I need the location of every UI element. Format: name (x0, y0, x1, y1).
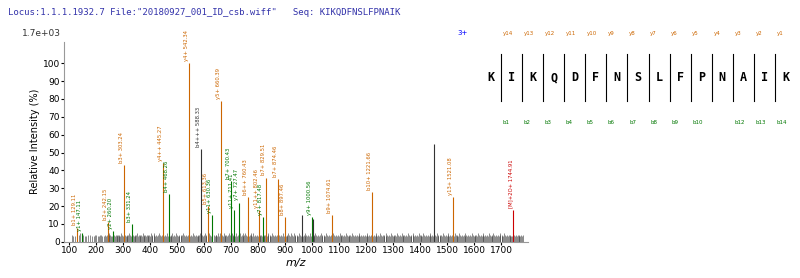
Text: b5: b5 (587, 120, 594, 125)
Text: b2: b2 (524, 120, 530, 125)
Text: S: S (634, 71, 642, 84)
Text: y2: y2 (755, 31, 762, 36)
Text: b7+ 700.43: b7+ 700.43 (226, 148, 231, 179)
Text: y7+ 727.47: y7+ 727.47 (234, 169, 238, 200)
Text: Locus:1.1.1.1932.7 File:"20180927_001_ID_csb.wiff"   Seq: KIKQDFNSLFPNAIK: Locus:1.1.1.1932.7 File:"20180927_001_ID… (8, 8, 400, 17)
Text: b5+ 613.36: b5+ 613.36 (203, 173, 208, 204)
Text: b3+ 331.24: b3+ 331.24 (126, 191, 132, 222)
Text: K: K (529, 71, 536, 84)
Text: y13+ 1521.08: y13+ 1521.08 (448, 157, 453, 195)
Text: F: F (592, 71, 599, 84)
Text: b10+ 1221.66: b10+ 1221.66 (367, 152, 372, 190)
Text: b3+ 303.24: b3+ 303.24 (119, 132, 124, 163)
Text: N: N (718, 71, 726, 84)
Text: y4+ 542.34: y4+ 542.34 (184, 30, 189, 61)
Text: y7+ 817.48: y7+ 817.48 (258, 184, 263, 215)
Text: y4: y4 (714, 31, 720, 36)
Text: b8: b8 (650, 120, 657, 125)
Text: b8+ 897.46: b8+ 897.46 (279, 183, 285, 215)
Text: A: A (740, 71, 747, 84)
Text: I: I (508, 71, 515, 84)
Text: I: I (761, 71, 768, 84)
Text: b12: b12 (734, 120, 745, 125)
Text: P: P (698, 71, 705, 84)
Text: b9+ 1074.61: b9+ 1074.61 (327, 178, 332, 213)
Text: y13: y13 (524, 31, 534, 36)
Text: y10: y10 (587, 31, 597, 36)
Text: D: D (571, 71, 578, 84)
Text: N: N (614, 71, 621, 84)
Text: F: F (677, 71, 684, 84)
Text: y11: y11 (566, 31, 576, 36)
Text: y11+ 711.41: y11+ 711.41 (230, 173, 234, 208)
Text: y3: y3 (734, 31, 741, 36)
Text: 1.7e+03: 1.7e+03 (22, 29, 62, 38)
Text: y1: y1 (777, 31, 783, 36)
Text: y4++ 445.27: y4++ 445.27 (158, 126, 162, 161)
Text: y2+ 260.20: y2+ 260.20 (108, 198, 113, 229)
Text: y6: y6 (671, 31, 678, 36)
Text: K: K (782, 71, 789, 84)
Text: y14: y14 (502, 31, 513, 36)
Text: y11++ 802.46: y11++ 802.46 (254, 169, 259, 208)
Text: b13: b13 (755, 120, 766, 125)
Text: b3: b3 (545, 120, 552, 125)
Text: b10: b10 (692, 120, 702, 125)
Text: Q: Q (550, 71, 558, 84)
Text: b7: b7 (629, 120, 636, 125)
Text: y8: y8 (629, 31, 636, 36)
Text: b4+++ 588.33: b4+++ 588.33 (196, 107, 201, 147)
Text: y5: y5 (692, 31, 699, 36)
Text: b2+ 242.15: b2+ 242.15 (102, 189, 108, 220)
Text: y9+ 1000.56: y9+ 1000.56 (307, 180, 312, 215)
Y-axis label: Relative Intensity (%): Relative Intensity (%) (30, 89, 40, 195)
Text: b6: b6 (608, 120, 615, 125)
Text: y7: y7 (650, 31, 657, 36)
Text: y1+ 147.11: y1+ 147.11 (77, 200, 82, 231)
Text: y12: y12 (545, 31, 555, 36)
Text: b7+ 874.46: b7+ 874.46 (274, 146, 278, 177)
Text: b1+ 129.11: b1+ 129.11 (72, 194, 78, 225)
Text: K: K (487, 71, 494, 84)
Text: b6++ 760.43: b6++ 760.43 (242, 159, 247, 195)
Text: b4: b4 (566, 120, 573, 125)
Text: b1: b1 (502, 120, 510, 125)
Text: b9: b9 (671, 120, 678, 125)
Text: y11+ 630.36: y11+ 630.36 (207, 179, 213, 213)
Text: b14: b14 (777, 120, 787, 125)
Text: 3+: 3+ (458, 30, 468, 36)
Text: b7+ 829.51: b7+ 829.51 (261, 144, 266, 175)
Text: y9: y9 (608, 31, 614, 36)
X-axis label: m/z: m/z (286, 258, 306, 268)
Text: [M]+2O+ 1744.91: [M]+2O+ 1744.91 (508, 159, 513, 208)
Text: y5+ 660.39: y5+ 660.39 (215, 68, 221, 99)
Text: b4+ 468.26: b4+ 468.26 (164, 160, 169, 192)
Text: L: L (655, 71, 662, 84)
